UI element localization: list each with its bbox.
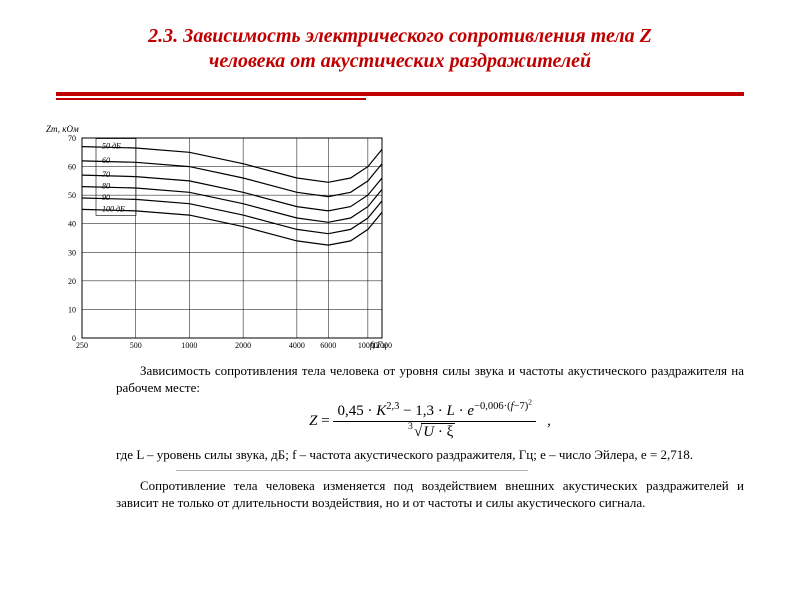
svg-text:2000: 2000	[235, 341, 251, 350]
svg-text:10: 10	[68, 305, 76, 314]
svg-text:f, Гц: f, Гц	[370, 340, 387, 350]
svg-text:0: 0	[72, 334, 76, 343]
formula-denominator: 3√U · ξ	[333, 422, 535, 442]
title-rule-bottom	[56, 98, 366, 100]
svg-text:80: 80	[102, 181, 110, 190]
svg-text:50 дБ: 50 дБ	[102, 141, 121, 150]
formula-trail: ,	[540, 413, 551, 429]
title-line-1: 2.3. Зависимость электрического сопротив…	[148, 25, 652, 47]
svg-text:40: 40	[68, 219, 76, 228]
impedance-vs-frequency-chart: 2505001000200040006000100001200001020304…	[36, 118, 396, 358]
formula: Z = 0,45 · K2,3 − 1,3 · L · e−0,006·(f−7…	[116, 401, 744, 443]
svg-text:90: 90	[102, 193, 110, 202]
formula-fraction: 0,45 · K2,3 − 1,3 · L · e−0,006·(f−7)2 3…	[333, 401, 535, 443]
chart-row: 2505001000200040006000100001200001020304…	[36, 118, 744, 358]
svg-text:60: 60	[102, 155, 110, 164]
svg-text:6000: 6000	[320, 341, 336, 350]
svg-text:100 дБ: 100 дБ	[102, 204, 125, 213]
svg-text:Zт, кОм: Zт, кОм	[46, 124, 79, 134]
svg-text:70: 70	[102, 170, 110, 179]
divider-rule	[176, 470, 528, 471]
title-line-2: человека от акустических раздражителей	[209, 50, 591, 72]
svg-text:4000: 4000	[289, 341, 305, 350]
body-text: Зависимость сопротивления тела человека …	[116, 362, 744, 512]
formula-numerator: 0,45 · K2,3 − 1,3 · L · e−0,006·(f−7)2	[333, 401, 535, 422]
page-title: 2.3. Зависимость электрического сопротив…	[56, 24, 744, 74]
svg-text:20: 20	[68, 276, 76, 285]
conclusion-paragraph: Сопротивление тела человека изменяется п…	[116, 477, 744, 512]
cube-root: 3√U · ξ	[414, 422, 455, 442]
title-rule-top	[56, 92, 744, 96]
intro-paragraph: Зависимость сопротивления тела человека …	[116, 362, 744, 397]
svg-text:30: 30	[68, 248, 76, 257]
svg-text:250: 250	[76, 341, 88, 350]
page: 2.3. Зависимость электрического сопротив…	[0, 0, 800, 600]
formula-lhs: Z =	[309, 413, 333, 429]
formula-eq: Z = 0,45 · K2,3 − 1,3 · L · e−0,006·(f−7…	[309, 401, 551, 443]
svg-text:1000: 1000	[181, 341, 197, 350]
legend-paragraph: где L – уровень силы звука, дБ; f – част…	[116, 446, 744, 464]
svg-text:60: 60	[68, 162, 76, 171]
svg-text:50: 50	[68, 191, 76, 200]
svg-text:500: 500	[130, 341, 142, 350]
svg-text:70: 70	[68, 134, 76, 143]
title-rule	[56, 92, 744, 100]
